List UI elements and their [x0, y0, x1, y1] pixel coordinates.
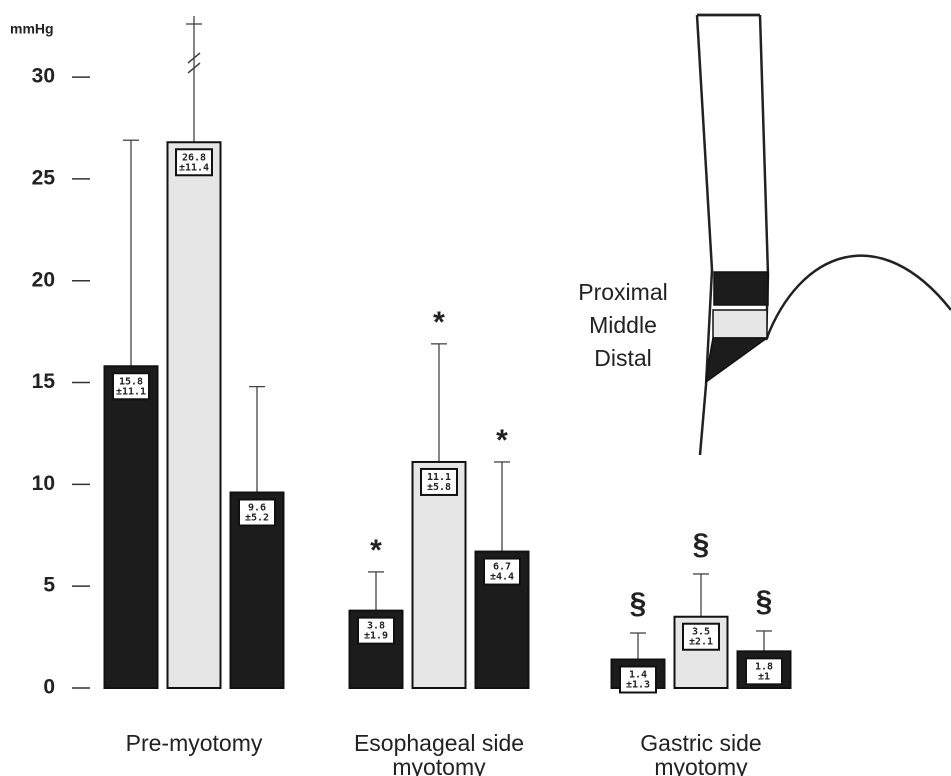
- significance-mark: *: [433, 306, 445, 339]
- esophagus-diagram: [697, 15, 951, 455]
- legend-swatch: [706, 338, 767, 382]
- y-tick-label: 0: [43, 676, 55, 699]
- x-category-label: myotomy: [654, 754, 748, 776]
- y-axis-label: mmHg: [10, 21, 54, 37]
- error-label: ±4.4: [490, 572, 514, 583]
- y-tick-label: 25: [32, 166, 56, 189]
- chart: mmHg Proximal Middle Distal 0 5 10 15 20 25 30 Pr…: [0, 0, 951, 776]
- y-tick-label: 20: [32, 268, 55, 291]
- error-label: ±5.8: [427, 482, 451, 493]
- significance-mark: *: [496, 424, 508, 457]
- legend-label: Distal: [594, 345, 652, 371]
- bar: [105, 366, 158, 688]
- legend-swatch: [713, 310, 767, 338]
- significance-mark: §: [630, 587, 647, 620]
- bar: [168, 142, 221, 688]
- legend-swatch: [714, 272, 768, 305]
- error-label: ±2.1: [689, 637, 713, 648]
- significance-mark: *: [370, 534, 382, 567]
- plot-area: [105, 0, 791, 688]
- error-label: ±1.9: [364, 631, 388, 642]
- x-category-label: myotomy: [392, 754, 486, 776]
- x-category-label: Esophageal side: [354, 730, 524, 756]
- error-label: ±1.3: [626, 679, 650, 690]
- x-category-label: Gastric side: [640, 730, 761, 756]
- legend-label: Proximal: [578, 279, 667, 305]
- y-tick-label: 15: [32, 370, 56, 393]
- error-label: ±11.1: [116, 386, 146, 397]
- y-tick-label: 30: [32, 65, 55, 88]
- error-label: ±5.2: [245, 513, 269, 524]
- y-tick-label: 10: [32, 472, 55, 495]
- significance-mark: §: [693, 528, 710, 561]
- legend-label: Middle: [589, 312, 657, 338]
- x-category-label: Pre-myotomy: [126, 730, 263, 756]
- y-tick-label: 5: [43, 574, 55, 597]
- significance-mark: §: [756, 585, 773, 618]
- error-label: ±1: [758, 671, 770, 682]
- error-label: ±11.4: [179, 162, 209, 173]
